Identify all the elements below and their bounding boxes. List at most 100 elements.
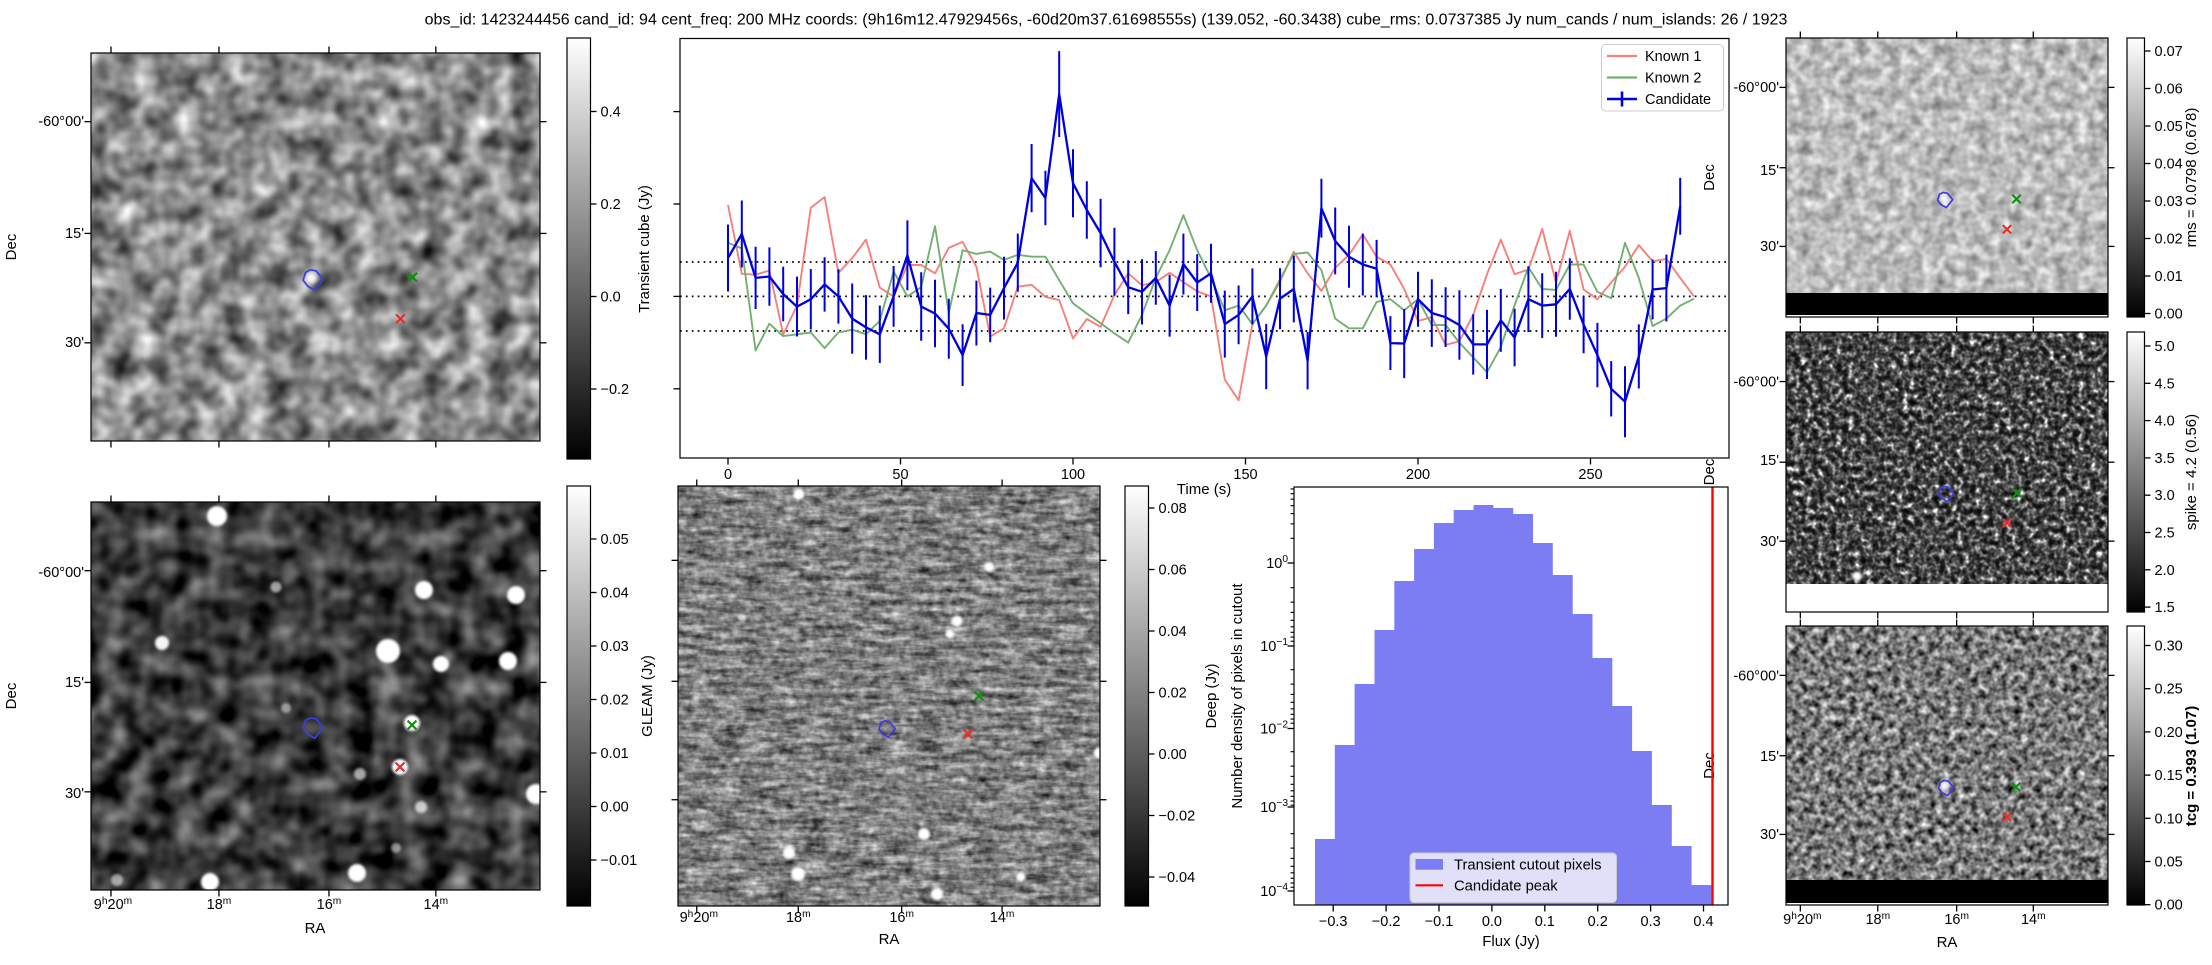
svg-text:0.01: 0.01	[601, 746, 629, 762]
svg-text:10−1: 10−1	[1260, 637, 1288, 655]
svg-text:0.08: 0.08	[1159, 501, 1187, 517]
svg-text:250: 250	[1578, 467, 1602, 483]
svg-text:−0.02: −0.02	[1159, 809, 1196, 825]
svg-text:tcg = 0.393 (1.07): tcg = 0.393 (1.07)	[2183, 706, 2200, 826]
svg-text:0.03: 0.03	[2155, 194, 2183, 210]
svg-text:18m: 18m	[786, 909, 811, 926]
svg-text:18m: 18m	[207, 896, 232, 913]
svg-text:0.05: 0.05	[2155, 119, 2183, 135]
svg-text:0.07: 0.07	[2155, 44, 2183, 60]
svg-text:2.0: 2.0	[2155, 563, 2175, 579]
svg-text:15': 15'	[1760, 163, 1779, 179]
svg-text:Transient cube (Jy): Transient cube (Jy)	[636, 185, 653, 313]
svg-text:0.00: 0.00	[2155, 898, 2183, 914]
svg-text:9h20m: 9h20m	[1783, 911, 1821, 928]
svg-text:15': 15'	[1760, 453, 1779, 469]
svg-text:Candidate peak: Candidate peak	[1454, 879, 1558, 895]
svg-text:0.04: 0.04	[2155, 157, 2183, 173]
svg-text:−0.1: −0.1	[1425, 914, 1454, 930]
svg-text:Dec: Dec	[3, 233, 20, 260]
svg-text:−0.01: −0.01	[601, 853, 638, 869]
svg-text:Time (s): Time (s)	[1177, 481, 1231, 498]
svg-text:0.02: 0.02	[2155, 232, 2183, 248]
svg-text:Known 2: Known 2	[1645, 71, 1701, 87]
svg-text:14m: 14m	[2021, 911, 2046, 928]
svg-text:0.4: 0.4	[601, 105, 621, 121]
svg-text:0.02: 0.02	[1159, 686, 1187, 702]
svg-text:0.1: 0.1	[1535, 914, 1555, 930]
svg-text:3.5: 3.5	[2155, 451, 2175, 467]
svg-text:Candidate: Candidate	[1645, 92, 1711, 108]
svg-text:RA: RA	[879, 931, 900, 948]
svg-text:rms = 0.0798 (0.678): rms = 0.0798 (0.678)	[2183, 108, 2200, 248]
svg-text:0.05: 0.05	[2155, 855, 2183, 871]
svg-text:Flux (Jy): Flux (Jy)	[1482, 933, 1540, 950]
svg-text:0.3: 0.3	[1641, 914, 1661, 930]
svg-text:0.00: 0.00	[2155, 307, 2183, 323]
svg-text:4.5: 4.5	[2155, 376, 2175, 392]
svg-text:0.30: 0.30	[2155, 639, 2183, 655]
svg-text:16m: 16m	[317, 896, 342, 913]
svg-text:100: 100	[1061, 467, 1085, 483]
svg-text:15': 15'	[65, 226, 84, 242]
svg-text:-60°00': -60°00'	[38, 114, 84, 130]
svg-text:15': 15'	[1760, 749, 1779, 765]
svg-text:4.0: 4.0	[2155, 414, 2175, 430]
svg-text:0.06: 0.06	[2155, 82, 2183, 98]
svg-text:0.06: 0.06	[1159, 563, 1187, 579]
svg-text:0.4: 0.4	[1693, 914, 1713, 930]
svg-text:−0.2: −0.2	[1372, 914, 1401, 930]
svg-text:0.25: 0.25	[2155, 682, 2183, 698]
svg-text:Dec: Dec	[1701, 752, 1718, 779]
svg-text:9h20m: 9h20m	[680, 909, 718, 926]
svg-text:16m: 16m	[889, 909, 914, 926]
svg-text:0.04: 0.04	[1159, 624, 1187, 640]
svg-text:30': 30'	[1760, 239, 1779, 255]
svg-text:Transient cutout pixels: Transient cutout pixels	[1454, 858, 1602, 874]
svg-text:0.2: 0.2	[601, 197, 621, 213]
svg-text:−0.2: −0.2	[601, 382, 630, 398]
svg-text:30': 30'	[65, 335, 84, 351]
svg-text:5.0: 5.0	[2155, 339, 2175, 355]
svg-text:Dec: Dec	[1701, 458, 1718, 485]
svg-text:-60°00': -60°00'	[38, 565, 84, 581]
svg-text:0.20: 0.20	[2155, 725, 2183, 741]
svg-text:9h20m: 9h20m	[94, 896, 132, 913]
svg-text:10−3: 10−3	[1260, 798, 1288, 816]
svg-text:RA: RA	[305, 920, 326, 937]
svg-text:−0.04: −0.04	[1159, 870, 1196, 886]
svg-text:0.10: 0.10	[2155, 811, 2183, 827]
svg-text:Number density of pixels in cu: Number density of pixels in cutout	[1229, 583, 1246, 809]
svg-text:Deep (Jy): Deep (Jy)	[1203, 663, 1220, 728]
svg-text:0.00: 0.00	[1159, 747, 1187, 763]
svg-text:10−2: 10−2	[1260, 720, 1288, 738]
svg-text:-60°00': -60°00'	[1733, 669, 1779, 685]
svg-text:-60°00': -60°00'	[1733, 375, 1779, 391]
svg-text:150: 150	[1233, 467, 1257, 483]
svg-text:obs_id: 1423244456 cand_id: 94: obs_id: 1423244456 cand_id: 94 cent_freq…	[425, 12, 1788, 29]
svg-text:50: 50	[892, 467, 908, 483]
svg-text:10−4: 10−4	[1260, 882, 1288, 900]
svg-text:GLEAM (Jy): GLEAM (Jy)	[639, 655, 656, 737]
svg-text:0.0: 0.0	[601, 290, 621, 306]
svg-text:RA: RA	[1937, 934, 1958, 951]
svg-text:15': 15'	[65, 675, 84, 691]
svg-text:14m: 14m	[424, 896, 449, 913]
svg-text:0.00: 0.00	[601, 800, 629, 816]
svg-text:30': 30'	[65, 786, 84, 802]
svg-text:0: 0	[724, 467, 732, 483]
svg-text:0.04: 0.04	[601, 586, 629, 602]
svg-text:0.02: 0.02	[601, 693, 629, 709]
svg-text:0.03: 0.03	[601, 639, 629, 655]
svg-text:14m: 14m	[990, 909, 1015, 926]
svg-text:30': 30'	[1760, 827, 1779, 843]
svg-text:30': 30'	[1760, 534, 1779, 550]
svg-text:0.0: 0.0	[1482, 914, 1502, 930]
svg-text:0.01: 0.01	[2155, 269, 2183, 285]
svg-text:100: 100	[1266, 554, 1288, 572]
svg-text:Known 1: Known 1	[1645, 49, 1701, 65]
svg-text:spike = 4.2 (0.56): spike = 4.2 (0.56)	[2183, 414, 2200, 530]
svg-text:1.5: 1.5	[2155, 600, 2175, 616]
svg-text:200: 200	[1406, 467, 1430, 483]
svg-text:Dec: Dec	[3, 682, 20, 709]
